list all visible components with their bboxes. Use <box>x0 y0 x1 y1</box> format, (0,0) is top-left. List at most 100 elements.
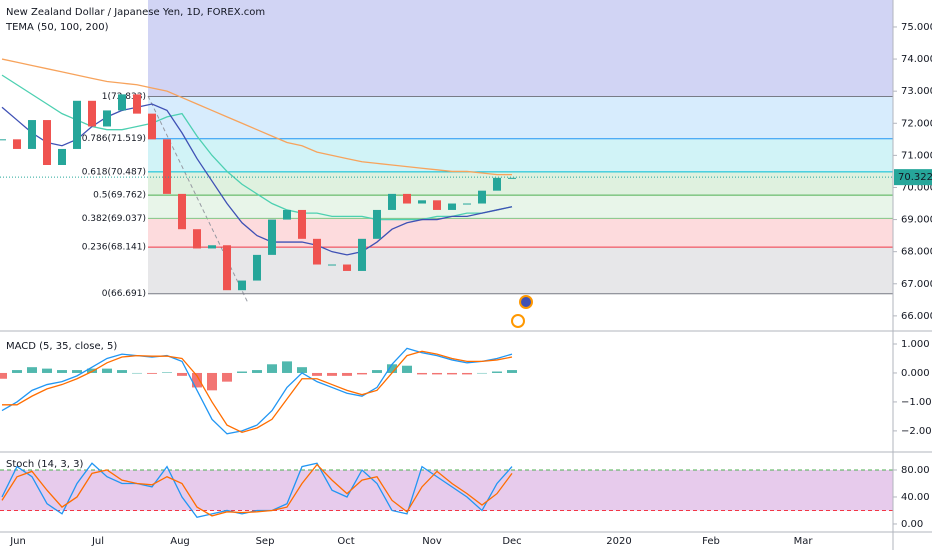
highlight-zone <box>148 0 893 96</box>
y-tick-label: 0.000 <box>901 368 930 379</box>
candle <box>313 238 321 265</box>
fib-label: 0.5(69.762) <box>93 191 146 201</box>
fib-band <box>148 195 893 219</box>
candle <box>448 203 456 210</box>
histogram-bar <box>222 372 232 382</box>
x-tick-label: Feb <box>702 536 720 547</box>
histogram-bar <box>0 372 7 379</box>
y-tick-label: 66.000 <box>901 311 932 322</box>
histogram-bar <box>432 372 442 375</box>
histogram-bar <box>177 372 187 376</box>
histogram-bar <box>417 372 427 375</box>
last-price-box <box>894 169 932 186</box>
candle <box>373 209 381 239</box>
candle <box>193 229 201 249</box>
fib-band <box>148 247 893 294</box>
candle <box>253 254 261 281</box>
candle <box>478 190 486 204</box>
histogram-bar <box>357 372 367 375</box>
y-tick-label: 70.000 <box>901 182 932 193</box>
histogram-bar <box>387 364 397 373</box>
y-tick-label: 40.00 <box>901 492 930 503</box>
histogram-bar <box>312 372 322 376</box>
y-tick-label: 67.000 <box>901 279 932 290</box>
candle <box>133 94 141 114</box>
stoch-band <box>0 469 893 511</box>
fib-label: 0.786(71.519) <box>82 134 146 144</box>
histogram-bar <box>327 372 337 376</box>
y-tick-label: 68.000 <box>901 247 932 258</box>
candle <box>508 177 516 179</box>
y-tick-label: 0.00 <box>901 519 923 530</box>
fib-label: 0(66.691) <box>102 289 146 299</box>
x-tick-label: Sep <box>256 536 275 547</box>
candle <box>433 200 441 210</box>
fib-band <box>148 138 893 172</box>
histogram-bar <box>57 370 67 373</box>
x-tick-label: Oct <box>337 536 354 547</box>
dividend-icon[interactable] <box>511 314 525 328</box>
histogram-bar <box>297 367 307 373</box>
histogram-bar <box>342 372 352 376</box>
candle <box>418 200 426 204</box>
candle <box>403 193 411 204</box>
fib-band <box>148 96 893 139</box>
x-tick-label: Jun <box>9 536 26 547</box>
histogram-bar <box>132 372 142 374</box>
candle <box>238 280 246 291</box>
candle <box>328 264 336 266</box>
y-tick-label: 1.000 <box>901 339 930 350</box>
marks: Jun Jul Aug Sep Oct Nov Dec 2020 Feb Mar 66.000 67.… <box>0 22 932 547</box>
candle <box>148 113 156 140</box>
candle <box>208 245 216 249</box>
histogram-bar <box>507 370 517 373</box>
candle <box>493 177 501 191</box>
candle <box>0 139 6 141</box>
candle <box>88 100 96 127</box>
stoch-title: Stoch (14, 3, 3) <box>6 459 83 470</box>
histogram-bar <box>477 372 487 374</box>
candle <box>463 203 471 205</box>
fib-trend-line <box>147 95 249 304</box>
y-tick-label: 75.000 <box>901 22 932 33</box>
histogram-bar <box>72 370 82 373</box>
y-tick-label: 80.00 <box>901 465 930 476</box>
histogram-bar <box>192 372 202 388</box>
y-tick-label: 73.000 <box>901 86 932 97</box>
candle <box>343 264 351 271</box>
x-tick-label: 2020 <box>606 536 631 547</box>
histogram-bar <box>402 365 412 373</box>
macd-title: MACD (5, 35, close, 5) <box>6 341 117 352</box>
candle <box>178 193 186 230</box>
histogram-bar <box>492 371 502 373</box>
fib-label: 0.236(68.141) <box>82 243 146 253</box>
candle <box>43 120 51 165</box>
histogram-bar <box>12 370 22 373</box>
candle <box>163 139 171 194</box>
y-tick-label: 71.000 <box>901 150 932 161</box>
indicator-line <box>1 463 513 517</box>
y-tick-label: 69.000 <box>901 215 932 226</box>
indicator-line <box>1 103 513 256</box>
histogram-bar <box>42 368 52 373</box>
event-icon[interactable] <box>519 295 533 309</box>
candle <box>283 209 291 220</box>
indicator-line <box>1 347 513 435</box>
x-tick-label: Mar <box>794 536 814 547</box>
last-price-label: 70.322 <box>898 172 932 183</box>
indicator-line <box>1 462 513 518</box>
y-tick-label: 74.000 <box>901 54 932 65</box>
histogram-bar <box>27 367 37 373</box>
candle <box>28 120 36 149</box>
y-tick-label: −1.000 <box>901 397 932 408</box>
histogram-bar <box>462 372 472 375</box>
fib-label: 0.382(69.037) <box>82 214 146 224</box>
candle <box>358 238 366 271</box>
candle <box>268 219 276 255</box>
histogram-bar <box>372 370 382 373</box>
fib-band <box>148 218 893 248</box>
x-tick-label: Nov <box>422 536 442 547</box>
indicator-line <box>1 58 512 176</box>
